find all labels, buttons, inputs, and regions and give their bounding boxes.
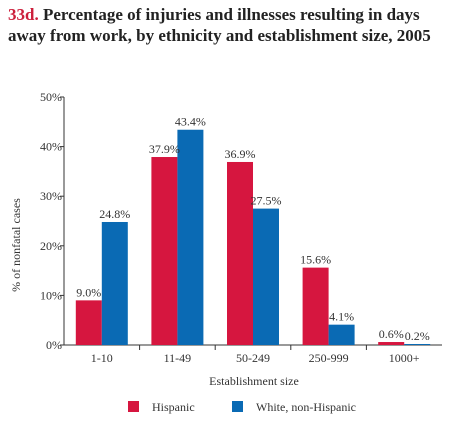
legend-label: White, non-Hispanic xyxy=(256,400,356,414)
data-label: 0.6% xyxy=(379,327,404,341)
y-tick-label: 40% xyxy=(40,140,62,154)
data-label: 43.4% xyxy=(175,115,206,129)
x-tick-label: 1-10 xyxy=(91,351,113,365)
y-tick-label: 50% xyxy=(40,90,62,104)
chart-title: 33d. Percentage of injuries and illnesse… xyxy=(8,5,431,45)
legend-swatch xyxy=(128,401,139,412)
y-tick-label: 20% xyxy=(40,239,62,253)
data-label: 15.6% xyxy=(300,253,331,267)
bar-hispanic xyxy=(378,342,405,345)
data-label: 0.2% xyxy=(405,329,430,343)
data-label: 4.1% xyxy=(329,310,354,324)
x-tick-label: 11-49 xyxy=(164,351,192,365)
y-axis-label: % of nonfatal cases xyxy=(9,198,23,292)
chart-title-text: Percentage of injuries and illnesses res… xyxy=(8,5,431,45)
data-label: 9.0% xyxy=(76,285,101,299)
legend-label: Hispanic xyxy=(152,400,195,414)
chart-legend: Hispanic White, non-Hispanic xyxy=(128,400,356,414)
bar-white-non-hispanic xyxy=(404,344,431,345)
legend-swatch xyxy=(232,401,243,412)
y-tick-label: 30% xyxy=(40,189,62,203)
bar-white-non-hispanic xyxy=(101,221,128,345)
data-label: 36.9% xyxy=(225,147,256,161)
bar-hispanic xyxy=(75,300,102,345)
x-tick-label: 250-999 xyxy=(309,351,349,365)
bar-hispanic xyxy=(151,157,178,345)
bar-white-non-hispanic xyxy=(328,324,355,345)
data-label: 37.9% xyxy=(149,142,180,156)
data-label: 24.8% xyxy=(99,207,130,221)
x-tick-label: 1000+ xyxy=(389,351,420,365)
bar-white-non-hispanic xyxy=(253,208,279,345)
y-tick-label: 10% xyxy=(40,288,62,302)
figure-number: 33d. xyxy=(8,5,39,24)
chart-data-labels: 9.0% 24.8% 37.9% 43.4% 36.9% 27.5% 15.6% 4.1% 0.… xyxy=(76,115,429,343)
chart-title-block: 33d. Percentage of injuries and illnesse… xyxy=(8,4,448,46)
bar-hispanic xyxy=(302,267,329,345)
chart-bars xyxy=(75,129,431,345)
data-label: 27.5% xyxy=(251,194,282,208)
x-tick-label: 50-249 xyxy=(236,351,270,365)
x-axis-label: Establishment size xyxy=(209,374,299,388)
y-tick-label: 0% xyxy=(46,338,62,352)
chart-axes: 0% 10% 20% 30% 40% 50% 1-10 11-49 50-249 250-999 1… xyxy=(40,90,442,365)
bar-white-non-hispanic xyxy=(177,129,204,345)
bar-hispanic xyxy=(227,161,253,345)
